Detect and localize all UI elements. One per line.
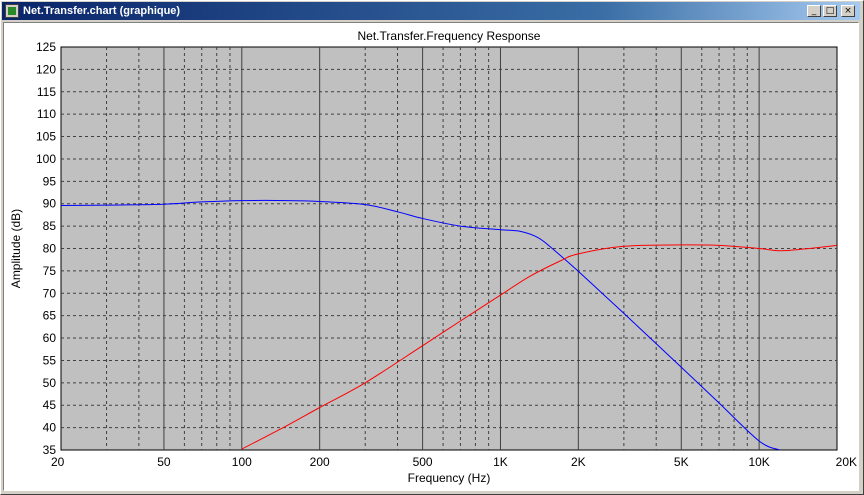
x-axis-label: Frequency (Hz) xyxy=(408,471,491,485)
y-tick-label: 40 xyxy=(43,421,57,435)
x-tick-label: 500 xyxy=(413,455,433,469)
y-tick-label: 55 xyxy=(43,353,57,367)
y-tick-label: 60 xyxy=(43,331,57,345)
y-tick-label: 105 xyxy=(36,130,56,144)
close-button[interactable]: × xyxy=(841,5,855,17)
x-tick-label: 5K xyxy=(674,455,689,469)
minimize-button[interactable]: _ xyxy=(807,5,821,17)
y-tick-label: 45 xyxy=(43,398,57,412)
x-tick-label: 10K xyxy=(748,455,769,469)
y-tick-label: 75 xyxy=(43,264,57,278)
x-tick-label: 50 xyxy=(157,455,171,469)
plot-background xyxy=(60,46,838,451)
x-tick-label: 20 xyxy=(51,455,65,469)
frequency-response-chart: Net.Transfer.Frequency Response 35 40 45 50 5… xyxy=(9,29,857,485)
x-tick-label: 1K xyxy=(493,455,508,469)
y-tick-label: 90 xyxy=(43,197,57,211)
y-tick-label: 95 xyxy=(43,174,57,188)
y-tick-label: 70 xyxy=(43,286,57,300)
y-tick-label: 100 xyxy=(36,152,56,166)
chart-app-icon[interactable] xyxy=(5,4,19,18)
y-tick-label: 110 xyxy=(37,107,56,121)
y-tick-label: 115 xyxy=(37,85,56,99)
series-2-line xyxy=(241,244,838,450)
series-1-line xyxy=(60,199,780,451)
x-tick-label: 200 xyxy=(310,455,330,469)
y-tick-label: 50 xyxy=(43,376,57,390)
y-axis-label: Amplitude (dB) xyxy=(9,209,23,288)
x-tick-label: 2K xyxy=(571,455,586,469)
chart-area: Net.Transfer.Frequency Response 35 40 45 50 5… xyxy=(3,22,859,491)
maximize-button[interactable]: □ xyxy=(823,5,837,17)
y-tick-label: 65 xyxy=(43,309,57,323)
y-tick-label: 35 xyxy=(43,443,57,457)
x-tick-label: 20K xyxy=(836,455,857,469)
title-bar[interactable]: Net.Transfer.chart (graphique) _ □ × xyxy=(2,2,860,20)
y-tick-label: 125 xyxy=(36,40,56,54)
y-tick-label: 120 xyxy=(36,62,56,76)
x-tick-label: 100 xyxy=(232,455,252,469)
y-tick-label: 80 xyxy=(43,242,57,256)
chart-title: Net.Transfer.Frequency Response xyxy=(358,29,541,43)
window-title: Net.Transfer.chart (graphique) xyxy=(23,5,181,17)
y-tick-label: 85 xyxy=(43,219,57,233)
